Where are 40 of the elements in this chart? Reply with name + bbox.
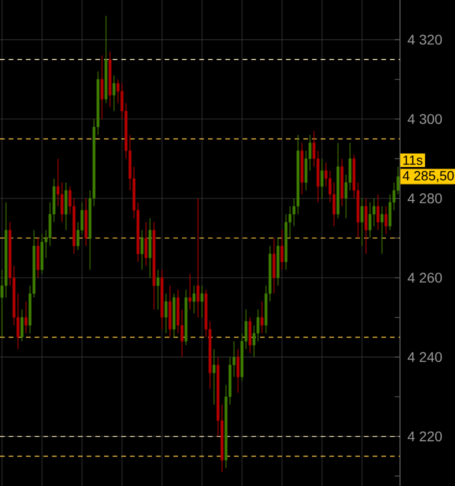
candlestick: [280, 230, 284, 270]
candlestick: [380, 206, 384, 254]
candlestick: [196, 198, 200, 318]
candlestick: [384, 206, 388, 234]
candlestick: [36, 238, 40, 278]
candlestick: [272, 238, 276, 294]
y-tick-label: 4 320: [408, 34, 442, 45]
candlestick: [364, 198, 368, 254]
candlestick: [256, 309, 260, 342]
candlestick: [320, 158, 324, 199]
candlestick: [20, 309, 24, 342]
candlestick: [24, 301, 28, 334]
y-tick-label: 4 260: [408, 272, 442, 283]
candlestick: [372, 198, 376, 227]
y-tick-label: 4 280: [408, 193, 442, 204]
candlestick: [140, 230, 144, 270]
candlestick: [376, 194, 380, 231]
y-tick-label: 4 300: [408, 114, 442, 124]
candlestick: [192, 285, 196, 314]
candlestick: [144, 222, 148, 266]
candlestick: [236, 348, 240, 394]
candlestick: [60, 182, 64, 223]
candlestick: [248, 316, 252, 354]
candlestick: [156, 269, 160, 310]
candlestick: [200, 285, 204, 318]
candlestick: [212, 348, 216, 406]
candlestick: [100, 55, 104, 120]
text: 11s: [403, 156, 422, 165]
y-tick-label: 4 240: [408, 352, 442, 362]
candlestick: [388, 194, 392, 231]
candlestick: [368, 202, 372, 238]
candlestick: [164, 293, 168, 334]
y-tick-label: 4 220: [408, 431, 442, 442]
text: 4 285,50: [402, 171, 454, 182]
candlestick: [260, 301, 264, 334]
candlestick: [188, 273, 192, 310]
candlestick: [64, 182, 68, 231]
candlestick: [360, 198, 364, 246]
candlestick: [112, 74, 116, 112]
candlestick: [332, 182, 336, 227]
